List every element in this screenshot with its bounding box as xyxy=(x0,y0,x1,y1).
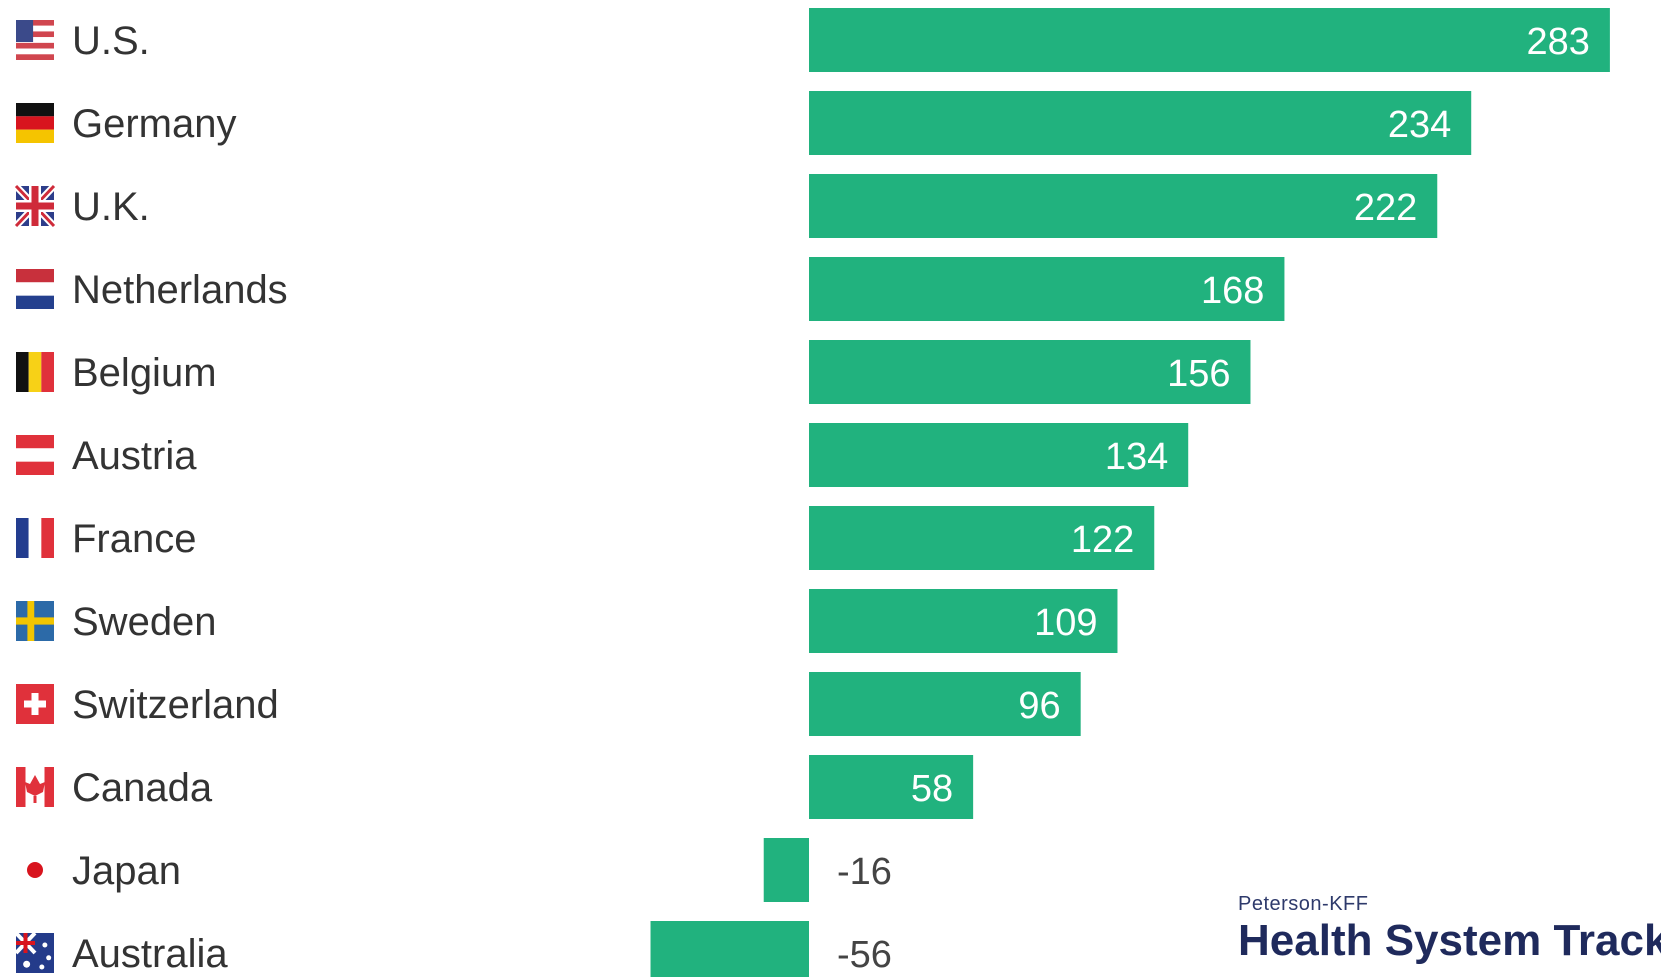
category-label: U.K. xyxy=(72,185,150,229)
category-label: Austria xyxy=(72,434,197,478)
bar-value-label: 234 xyxy=(1388,104,1451,146)
sweden-flag-icon xyxy=(16,601,54,641)
category-label: U.S. xyxy=(72,19,150,63)
bar xyxy=(809,672,1081,736)
category-label: Germany xyxy=(72,102,237,146)
branding-logo: Peterson-KFF Health System Tracker xyxy=(1238,892,1661,966)
category-label: Netherlands xyxy=(72,268,288,312)
switzerland-flag-icon xyxy=(16,684,54,724)
bar-value-label: 122 xyxy=(1071,519,1134,561)
germany-flag-icon xyxy=(16,103,54,143)
bar xyxy=(809,91,1472,155)
netherlands-flag-icon xyxy=(16,269,54,309)
uk-flag-icon xyxy=(13,183,57,229)
bar xyxy=(763,838,809,902)
france-flag-icon xyxy=(16,518,54,558)
bar-value-label: 283 xyxy=(1526,21,1589,63)
bar-value-label: 168 xyxy=(1201,270,1264,312)
canada-flag-icon xyxy=(16,767,54,807)
bar xyxy=(809,174,1438,238)
branding-title: Health System Tracker xyxy=(1238,916,1661,965)
bar xyxy=(809,506,1155,570)
bar-value-label: 134 xyxy=(1105,436,1168,478)
australia-flag-icon xyxy=(14,931,54,973)
bar xyxy=(809,423,1189,487)
austria-flag-icon xyxy=(16,435,54,475)
bar-value-label: 222 xyxy=(1354,187,1417,229)
bar xyxy=(809,589,1118,653)
bar xyxy=(809,257,1285,321)
category-label: Sweden xyxy=(72,600,217,644)
category-label: France xyxy=(72,517,197,561)
bar-value-label: -16 xyxy=(837,851,892,893)
bar-value-label: 109 xyxy=(1034,602,1097,644)
branding-subtitle: Peterson-KFF xyxy=(1238,893,1369,915)
category-label: Switzerland xyxy=(72,683,279,727)
category-label: Canada xyxy=(72,766,213,810)
bar xyxy=(650,921,809,977)
belgium-flag-icon xyxy=(16,352,54,392)
bar-value-label: 156 xyxy=(1167,353,1230,395)
bar xyxy=(809,8,1610,72)
bar-value-label: 58 xyxy=(911,768,953,810)
category-label: Belgium xyxy=(72,351,217,395)
bar xyxy=(809,755,974,819)
japan-flag-icon xyxy=(27,862,43,878)
bar-value-label: 96 xyxy=(1018,685,1060,727)
us-flag-icon xyxy=(16,20,54,60)
bar xyxy=(809,340,1251,404)
category-label: Japan xyxy=(72,849,181,893)
bar-value-label: -56 xyxy=(837,934,892,976)
category-label: Australia xyxy=(72,932,228,976)
